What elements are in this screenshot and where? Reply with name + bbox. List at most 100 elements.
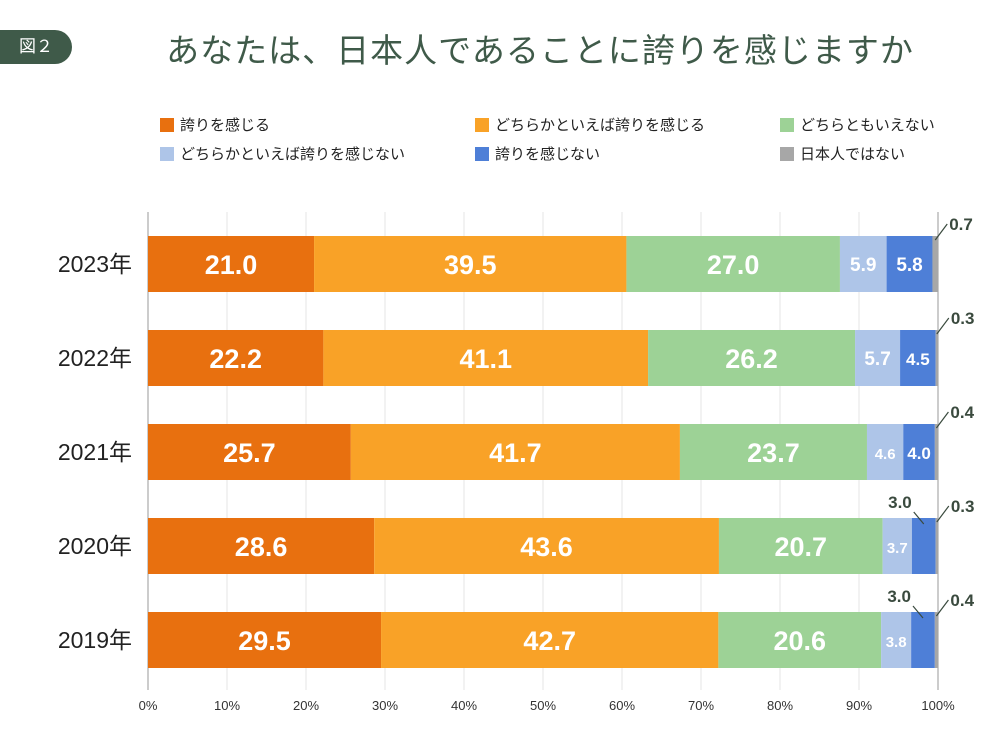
- legend-swatch-not-japanese: [780, 147, 794, 161]
- bar-value-label: 4.0: [907, 444, 931, 463]
- x-tick-label: 20%: [293, 698, 319, 713]
- legend-swatch-somewhat-not-proud: [160, 147, 174, 161]
- bar-value-label: 29.5: [238, 626, 291, 656]
- bar-segment: [350, 424, 680, 480]
- leader-line: [934, 223, 948, 241]
- legend-item-not-proud: 誇りを感じない: [475, 143, 600, 165]
- bar-segment: [935, 330, 938, 386]
- bar-segment: [718, 518, 883, 574]
- bar-segment: [648, 330, 856, 386]
- bar-value-label: 27.0: [707, 250, 760, 280]
- legend-item-somewhat-proud: どちらかといえば誇りを感じる: [475, 114, 705, 136]
- bar-segment: [679, 424, 867, 480]
- bar-segment: [148, 612, 382, 668]
- bar-segment: [882, 518, 912, 574]
- bar-segment: [148, 330, 324, 386]
- bar-segment: [903, 424, 935, 480]
- leader-line: [935, 599, 949, 617]
- bar-segment: [932, 236, 938, 292]
- legend-swatch-not-proud: [475, 147, 489, 161]
- bar-value-label: 5.7: [864, 349, 890, 370]
- bar-value-label: 5.8: [896, 255, 922, 276]
- leader-line: [913, 511, 925, 525]
- figure-number-badge: 図２: [0, 30, 72, 64]
- bar-segment: [935, 518, 938, 574]
- legend-swatch-neutral: [780, 118, 794, 132]
- category-label: 2020年: [58, 533, 132, 559]
- bar-segment: [934, 612, 938, 668]
- bar-segment: [839, 236, 887, 292]
- bar-value-label: 42.7: [523, 626, 576, 656]
- bar-value-label: 3.0: [888, 493, 912, 512]
- bar-segment: [886, 236, 933, 292]
- legend-swatch-somewhat-proud: [475, 118, 489, 132]
- category-label: 2023年: [58, 251, 132, 277]
- leader-line: [936, 317, 950, 335]
- x-tick-label: 60%: [609, 698, 635, 713]
- x-tick-label: 50%: [530, 698, 556, 713]
- x-tick-label: 10%: [214, 698, 240, 713]
- bar-segment: [374, 518, 719, 574]
- leader-line: [936, 505, 950, 523]
- x-tick-label: 30%: [372, 698, 398, 713]
- bar-value-label: 25.7: [223, 438, 276, 468]
- bar-value-label: 3.7: [887, 540, 908, 557]
- bar-value-label: 28.6: [235, 532, 288, 562]
- bar-value-label: 3.0: [887, 587, 911, 606]
- bar-segment: [911, 612, 935, 668]
- legend-label-not-japanese: 日本人ではない: [800, 145, 906, 163]
- bar-segment: [718, 612, 882, 668]
- x-tick-label: 70%: [688, 698, 714, 713]
- bar-value-label: 4.5: [906, 350, 930, 369]
- legend-swatch-proud: [160, 118, 174, 132]
- legend-label-neutral: どちらともいえない: [800, 116, 935, 134]
- legend-label-somewhat-proud: どちらかといえば誇りを感じる: [495, 116, 706, 134]
- legend-item-somewhat-not-proud: どちらかといえば誇りを感じない: [160, 143, 405, 165]
- bar-segment: [148, 518, 375, 574]
- bar-value-label: 0.7: [949, 215, 973, 234]
- leader-line: [912, 605, 924, 619]
- legend-label-not-proud: 誇りを感じない: [495, 145, 601, 163]
- bar-value-label: 20.7: [775, 532, 828, 562]
- bar-value-label: 3.8: [886, 634, 907, 651]
- bar-value-label: 0.3: [951, 497, 975, 516]
- bar-value-label: 5.9: [850, 255, 876, 276]
- bar-segment: [381, 612, 719, 668]
- bar-segment: [855, 330, 901, 386]
- bar-value-label: 4.6: [875, 446, 896, 463]
- bar-value-label: 20.6: [773, 626, 826, 656]
- bar-segment: [900, 330, 936, 386]
- bar-value-label: 23.7: [747, 438, 800, 468]
- bar-segment: [148, 236, 315, 292]
- x-tick-label: 100%: [921, 698, 955, 713]
- category-label: 2019年: [58, 627, 132, 653]
- legend-label-proud: 誇りを感じる: [180, 116, 271, 134]
- bar-segment: [323, 330, 649, 386]
- legend-item-not-japanese: 日本人ではない: [780, 143, 905, 165]
- bar-segment: [911, 518, 936, 574]
- bar-value-label: 39.5: [444, 250, 497, 280]
- x-tick-label: 80%: [767, 698, 793, 713]
- chart-title: あなたは、日本人であることに誇りを感じますか: [166, 31, 914, 70]
- legend-item-proud: 誇りを感じる: [160, 114, 270, 136]
- x-tick-label: 90%: [846, 698, 872, 713]
- bar-value-label: 26.2: [725, 344, 778, 374]
- bar-value-label: 41.1: [459, 344, 512, 374]
- x-tick-label: 0%: [139, 698, 158, 713]
- bar-segment: [148, 424, 351, 480]
- bar-value-label: 41.7: [489, 438, 542, 468]
- bar-value-label: 21.0: [205, 250, 258, 280]
- legend-label-somewhat-not-proud: どちらかといえば誇りを感じない: [180, 145, 406, 163]
- x-tick-label: 40%: [451, 698, 477, 713]
- category-label: 2022年: [58, 345, 132, 371]
- bar-value-label: 0.4: [950, 591, 974, 610]
- bar-value-label: 43.6: [520, 532, 573, 562]
- bar-value-label: 0.3: [951, 309, 975, 328]
- bar-segment: [866, 424, 904, 480]
- bar-value-label: 0.4: [950, 403, 974, 422]
- bar-value-label: 22.2: [209, 344, 262, 374]
- legend-item-neutral: どちらともいえない: [780, 114, 935, 136]
- bar-segment: [626, 236, 840, 292]
- leader-line: [935, 411, 949, 429]
